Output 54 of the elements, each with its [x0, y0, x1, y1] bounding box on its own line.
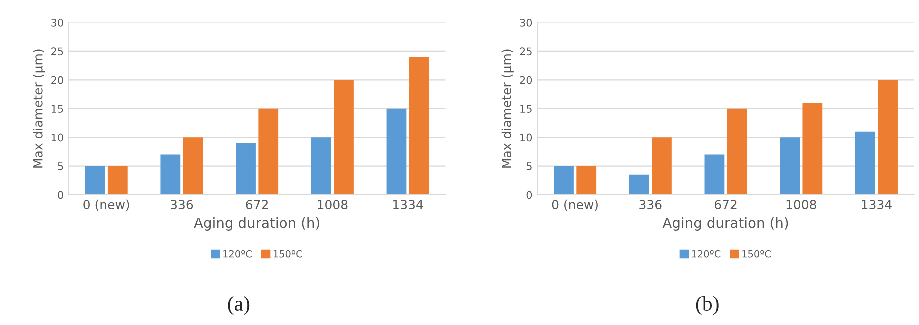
bar [160, 154, 181, 195]
bar [576, 166, 597, 195]
bar [108, 166, 128, 195]
text: (a) [228, 296, 250, 316]
bar [704, 154, 725, 195]
bar [878, 80, 898, 195]
legend-label: 120ºC [224, 250, 252, 258]
y-tick-label: 30 [52, 18, 64, 27]
y-tick-label: 15 [52, 105, 64, 113]
y-tick-label: 0 [526, 191, 532, 200]
y-tick-label: 25 [52, 48, 64, 56]
bar [802, 103, 823, 195]
legend-label: 150ºC [742, 250, 771, 258]
bar [183, 138, 204, 195]
y-axis-title: Max diameter (μm) [502, 50, 514, 168]
bar [311, 138, 332, 195]
x-axis-title: Aging duration (h) [194, 218, 320, 231]
bar [236, 143, 256, 195]
x-axis-title: Aging duration (h) [662, 218, 788, 231]
bar [409, 57, 430, 195]
y-tick-label: 5 [58, 162, 64, 170]
bar [855, 132, 876, 195]
x-tick-label: 672 [714, 200, 737, 210]
legend-label: 150ºC [274, 250, 302, 258]
bar [554, 166, 574, 195]
bar [629, 174, 650, 195]
x-tick-label: 336 [640, 200, 662, 210]
y-tick-label: 20 [52, 76, 64, 84]
y-tick-label: 25 [520, 48, 532, 56]
y-tick-label: 15 [520, 105, 532, 113]
x-tick-label: 0 (new) [552, 200, 598, 212]
y-tick-label: 5 [526, 162, 532, 170]
bar [85, 166, 106, 195]
x-tick-label: 1334 [862, 200, 892, 210]
x-tick-label: 0 (new) [84, 200, 130, 212]
y-tick-label: 20 [520, 76, 532, 84]
bar [780, 138, 800, 195]
bar [258, 108, 279, 195]
x-tick-label: 1008 [318, 200, 348, 210]
y-tick-label: 0 [58, 191, 64, 200]
x-tick-label: 336 [170, 200, 194, 210]
legend-label: 120ºC [692, 250, 721, 258]
bar [727, 108, 748, 195]
bar [334, 80, 354, 195]
x-tick-label: 1008 [786, 200, 816, 210]
x-tick-label: 672 [246, 200, 268, 210]
y-tick-label: 10 [52, 134, 64, 142]
text: (b) [696, 296, 719, 316]
y-tick-label: 10 [520, 134, 532, 142]
y-tick-label: 30 [520, 18, 532, 27]
y-axis-title: Max diameter (μm) [33, 50, 46, 168]
bar [386, 108, 407, 195]
x-tick-label: 1334 [394, 200, 424, 210]
bar [652, 138, 672, 195]
